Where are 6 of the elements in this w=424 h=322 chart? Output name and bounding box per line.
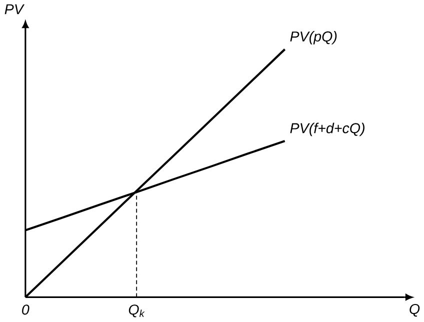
x-tick-label: 0 bbox=[22, 304, 30, 315]
series-label: PV(f+d+cQ) bbox=[290, 122, 364, 136]
text: Q bbox=[410, 304, 420, 317]
series-label: PV(pQ) bbox=[290, 31, 337, 45]
x-tick-label: Q$_{k}$ bbox=[128, 304, 145, 318]
y-axis-title: PV bbox=[4, 4, 25, 14]
